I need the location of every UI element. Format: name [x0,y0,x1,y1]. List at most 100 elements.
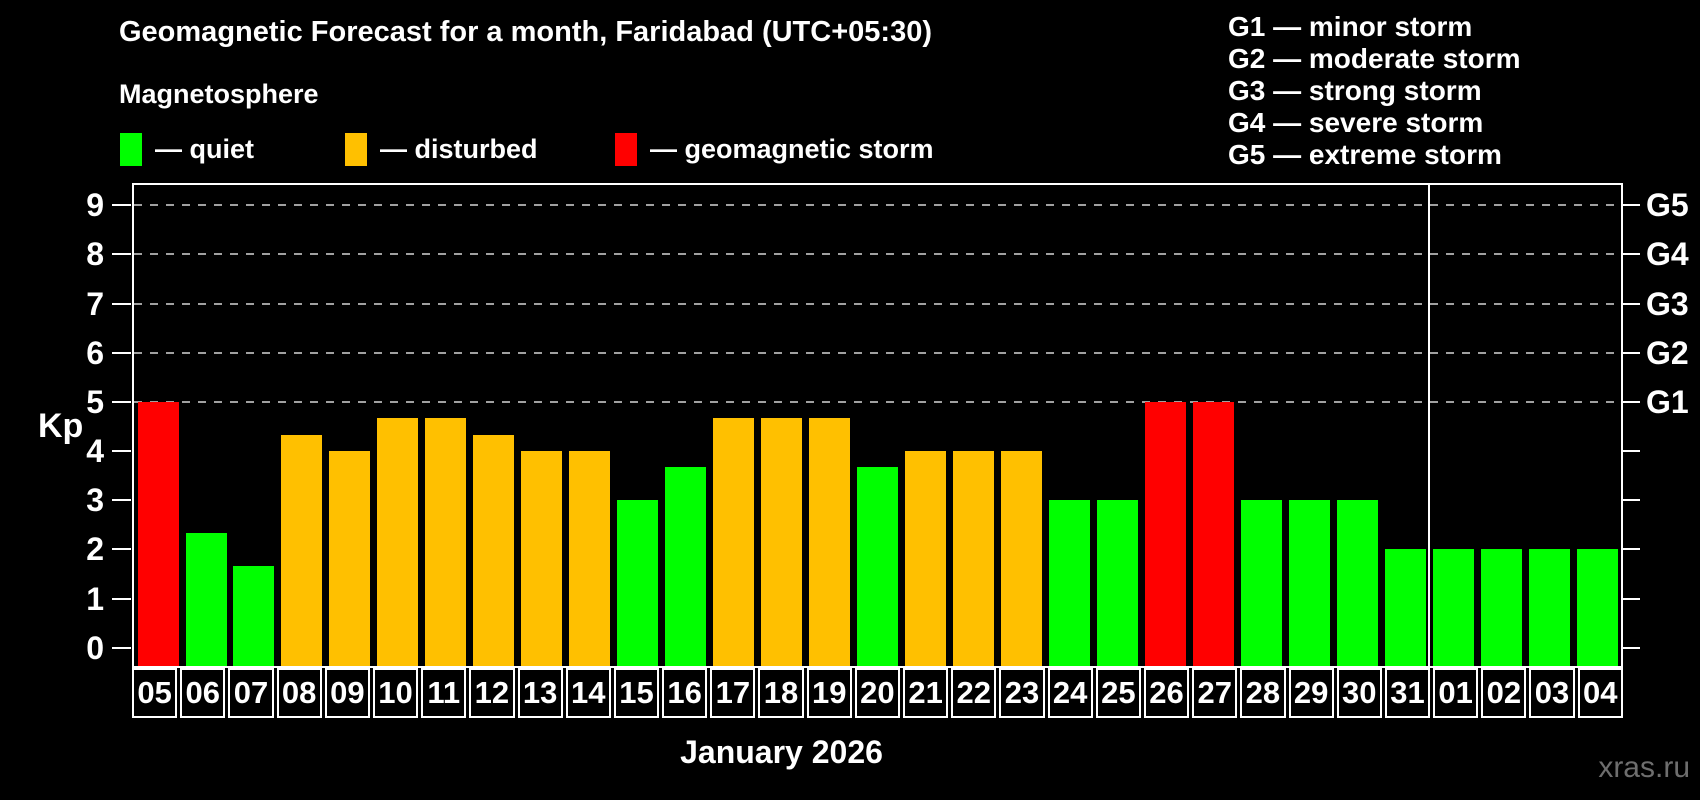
day-label-14: 14 [565,668,611,718]
day-label-27: 27 [1192,668,1238,718]
day-label-10: 10 [372,668,419,718]
y-tick-label-4: 4 [86,433,104,470]
bar-day-14 [569,451,611,666]
y-tick-left-8 [112,253,131,256]
bar-day-01 [1432,549,1474,666]
bar-day-24 [1048,500,1090,666]
y-tick-right-4 [1621,450,1640,453]
gridline-kp-8 [134,253,1621,256]
y-tick-label-7: 7 [86,285,104,322]
day-label-01: 01 [1433,668,1479,718]
month-separator-line [1428,185,1431,666]
bar-day-07 [233,565,275,666]
y-tick-label-8: 8 [86,236,104,273]
bar-day-12 [473,434,515,666]
gridline-kp-5 [134,400,1621,403]
day-label-05: 05 [132,668,178,718]
y-tick-left-7 [112,302,131,305]
bar-day-10 [377,418,419,666]
day-label-22: 22 [951,668,997,718]
bar-day-26 [1144,401,1186,666]
bar-day-17 [713,418,755,666]
bar-day-08 [281,434,323,666]
legend-label-quiet: — quiet [155,134,254,164]
y-tick-right-3 [1621,499,1640,502]
day-label-09: 09 [324,668,370,718]
day-label-06: 06 [180,668,226,718]
bar-day-03 [1528,549,1570,666]
g-legend-line-g3: G3 — strong storm [1228,75,1482,106]
bar-day-28 [1240,500,1282,666]
day-axis-row: 05 06 07 08 09 10 11 12 13 14 15 16 17 18 19 20 21 22 23 24… [132,668,1623,718]
y-tick-label-9: 9 [86,187,104,224]
day-label-02: 02 [1481,668,1527,718]
legend-item-storm: — geomagnetic storm [615,133,934,166]
y-tick-label-2: 2 [86,531,104,568]
gridline-kp-9 [134,204,1621,207]
watermark: xras.ru [1598,751,1690,784]
day-label-08: 08 [276,668,322,718]
gridline-kp-6 [134,351,1621,354]
g-axis-label-g4: G4 [1646,236,1689,273]
y-tick-label-3: 3 [86,482,104,519]
y-tick-label-0: 0 [86,629,104,666]
bar-day-21 [905,451,946,666]
bar-day-27 [1192,401,1234,666]
day-label-18: 18 [758,668,804,718]
day-label-25: 25 [1095,668,1141,718]
y-tick-label-5: 5 [86,383,104,420]
g-legend-line-g1: G1 — minor storm [1228,11,1473,42]
storm-color-swatch [615,133,637,166]
bar-day-04 [1576,549,1618,666]
y-tick-left-3 [112,499,131,502]
day-label-21: 21 [903,668,949,718]
page-title: Geomagnetic Forecast for a month, Farida… [119,16,932,48]
g-axis-label-g1: G1 [1646,383,1689,420]
y-tick-left-9 [112,204,131,207]
y-tick-left-5 [112,400,131,403]
g-axis-label-g2: G2 [1646,334,1689,371]
bar-day-23 [1000,451,1042,666]
day-label-29: 29 [1288,668,1334,718]
legend-item-quiet: — quiet [120,133,254,166]
day-label-23: 23 [999,668,1045,718]
y-tick-left-1 [112,597,131,600]
bar-day-05 [137,401,179,666]
plot-area [132,183,1623,668]
day-label-19: 19 [806,668,852,718]
y-tick-right-7 [1621,302,1640,305]
bar-day-30 [1336,500,1378,666]
y-tick-right-5 [1621,400,1640,403]
bar-day-06 [185,533,227,666]
bar-day-13 [521,451,563,666]
bar-day-16 [665,467,707,666]
y-tick-right-6 [1621,351,1640,354]
g-legend-line-g2: G2 — moderate storm [1228,43,1521,74]
y-tick-left-6 [112,351,131,354]
g-legend-line-g5: G5 — extreme storm [1228,139,1502,170]
y-tick-right-8 [1621,253,1640,256]
bar-day-20 [857,467,898,666]
day-label-12: 12 [469,668,515,718]
bar-day-09 [329,451,371,666]
g-axis-label-g3: G3 [1646,285,1689,322]
day-label-15: 15 [613,668,660,718]
legend-label-disturbed: — disturbed [380,134,538,164]
day-label-26: 26 [1143,668,1190,718]
y-tick-left-2 [112,548,131,551]
bar-day-19 [809,418,850,666]
day-label-31: 31 [1384,668,1431,718]
y-tick-right-1 [1621,597,1640,600]
y-tick-left-4 [112,450,131,453]
gridline-kp-7 [134,302,1621,305]
chart-subtitle: Magnetosphere [119,79,319,109]
day-label-11: 11 [421,668,467,718]
legend-label-storm: — geomagnetic storm [650,134,934,164]
day-label-28: 28 [1240,668,1286,718]
bar-day-18 [761,418,803,666]
y-tick-label-6: 6 [86,334,104,371]
bar-day-22 [952,451,994,666]
bar-day-02 [1480,549,1522,666]
x-axis-title: January 2026 [680,734,883,770]
